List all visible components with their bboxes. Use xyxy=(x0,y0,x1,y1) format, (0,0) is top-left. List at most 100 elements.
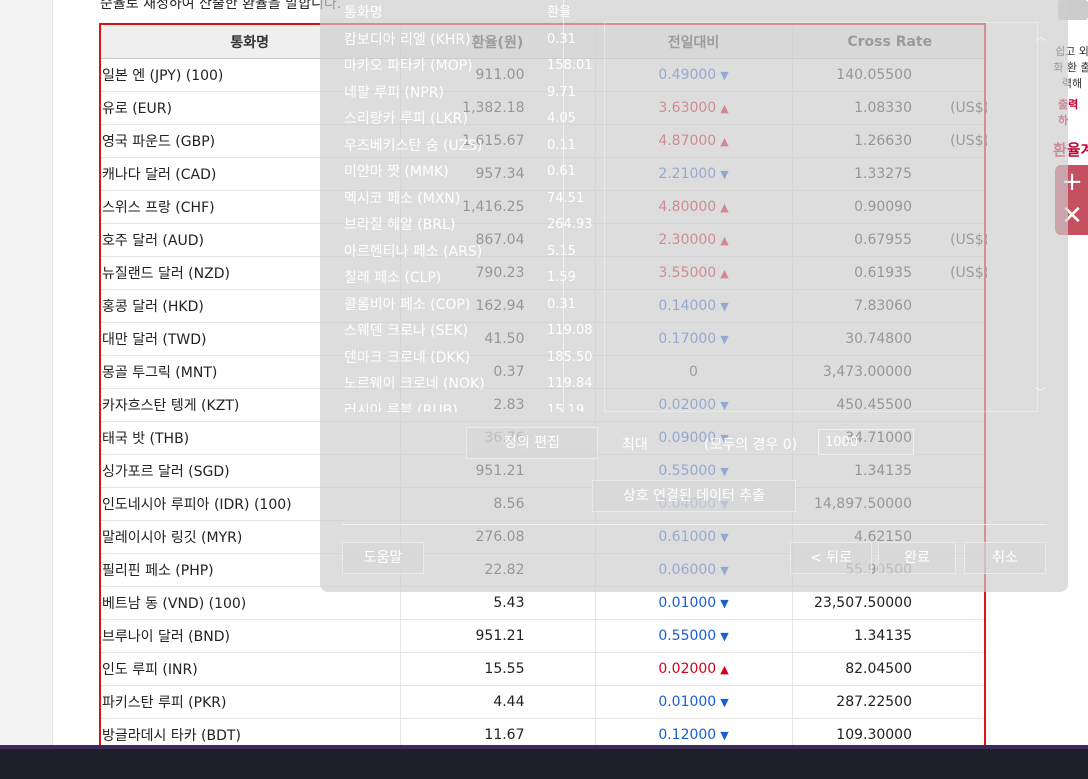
rate-change: 0.02000 ▲ xyxy=(594,652,792,686)
intro-text: 순율로 재정하여 산출한 환율을 말합니다. xyxy=(100,0,342,12)
help-button[interactable]: 도움말 xyxy=(342,542,424,574)
cross-rate: 82.04500 xyxy=(791,652,987,686)
down-arrow-icon: ▼ xyxy=(720,729,729,742)
dialog-item-value: 0.31 xyxy=(547,296,576,312)
dialog-item-value: 74.51 xyxy=(547,190,585,206)
exchange-rate: 5.43 xyxy=(399,586,595,620)
dialog-list-item[interactable]: 스리랑카 루피 (LKR) 4.05 xyxy=(342,106,612,133)
dialog-list-item[interactable]: 캄보디아 리엘 (KHR) 0.31 xyxy=(342,27,612,54)
dialog-item-value: 264.93 xyxy=(547,217,593,232)
finish-button[interactable]: 완료 xyxy=(878,542,956,574)
dialog-list-item[interactable]: 아르헨티나 페소 (ARS) 5.15 xyxy=(342,239,612,266)
max-hint: (모두의 경우 0) xyxy=(704,437,798,453)
dialog-list-divider xyxy=(563,0,564,412)
dialog-item-value: 9.71 xyxy=(547,84,576,100)
cross-rate: 1.34135 xyxy=(791,619,987,653)
change-value: 0.02000 xyxy=(658,661,717,677)
taskbar-accent xyxy=(0,745,1088,749)
dialog-list-item[interactable]: 노르웨이 크로네 (NOK) 119.84 xyxy=(342,371,612,398)
dialog-item-value: 158.01 xyxy=(547,58,593,73)
dialog-item-value: 119.08 xyxy=(547,323,593,338)
dialog-list-header: 통화명 환율 xyxy=(342,0,612,27)
dialog-list-item[interactable]: 우즈베키스탄 숨 (UZS) 0.11 xyxy=(342,133,612,160)
dialog-list-item[interactable]: 브라질 헤알 (BRL) 264.93 xyxy=(342,212,612,239)
exchange-rate: 951.21 xyxy=(399,619,595,653)
dialog-item-value: 0.31 xyxy=(547,31,576,47)
dialog-item-name: 브라질 헤알 (BRL) xyxy=(344,217,456,233)
change-value: 0.12000 xyxy=(658,727,717,743)
dialog-item-value: 1.59 xyxy=(547,270,576,285)
table-row: 인도 루피 (INR) 15.55 0.02000 ▲ 82.04500 xyxy=(100,652,987,686)
max-value-input[interactable]: 1000 xyxy=(818,429,914,455)
cross-rate: 287.22500 xyxy=(791,685,987,719)
up-arrow-icon: ▲ xyxy=(720,663,729,676)
dialog-list-item[interactable]: 네팔 루피 (NPR) 9.71 xyxy=(342,80,612,107)
cancel-button[interactable]: 취소 xyxy=(964,542,1046,574)
dialog-list-item[interactable]: 스웨덴 크로나 (SEK) 119.08 xyxy=(342,318,612,345)
dialog-list-item[interactable]: 미얀마 짯 (MMK) 0.61 xyxy=(342,159,612,186)
cross-rate-value: 82.04500 xyxy=(845,661,912,677)
dialog-item-name: 스웨덴 크로나 (SEK) xyxy=(344,323,469,339)
cross-rate: 23,507.50000 xyxy=(791,586,987,620)
cross-rate-value: 109.30000 xyxy=(836,727,912,743)
dialog-item-name: 콜롬비아 페소 (COP) xyxy=(344,296,471,313)
dialog-item-value: 4.05 xyxy=(547,111,576,126)
extract-dialog: 통화명 환율 캄보디아 리엘 (KHR) 0.31 마카오 파타카 (MOP) 158… xyxy=(320,0,1068,592)
change-value: 0.55000 xyxy=(658,628,717,644)
dialog-item-name: 네팔 루피 (NPR) xyxy=(344,84,444,101)
currency-name: 인도 루피 (INR) xyxy=(100,652,400,686)
dialog-item-name: 캄보디아 리엘 (KHR) xyxy=(344,31,471,48)
dialog-item-value: 5.15 xyxy=(547,243,576,259)
change-value: 0.01000 xyxy=(658,694,717,710)
dialog-list-item[interactable]: 마카오 파타카 (MOP) 158.01 xyxy=(342,53,612,80)
table-row: 브루나이 달러 (BND) 951.21 0.55000 ▼ 1.34135 xyxy=(100,619,987,653)
dialog-list-item[interactable]: 콜롬비아 페소 (COP) 0.31 xyxy=(342,292,612,319)
left-gutter xyxy=(0,0,53,745)
dialog-item-value: 0.11 xyxy=(547,137,576,153)
table-row: 베트남 동 (VND) (100) 5.43 0.01000 ▼ 23,507.5000… xyxy=(100,586,987,620)
dialog-divider xyxy=(342,524,1047,525)
rate-change: 0.01000 ▼ xyxy=(594,685,792,719)
taskbar xyxy=(0,745,1088,779)
currency-name: 파키스탄 루피 (PKR) xyxy=(100,685,400,719)
dialog-list-item[interactable]: 멕시코 페소 (MXN) 74.51 xyxy=(342,186,612,213)
dialog-header-rate: 환율 xyxy=(547,5,571,20)
currency-name: 베트남 동 (VND) (100) xyxy=(100,586,400,620)
edit-definition-button[interactable]: 정의 편집 xyxy=(466,427,598,459)
exchange-rate: 15.55 xyxy=(399,652,595,686)
dialog-item-name: 러시아 루블 (RUB) xyxy=(344,402,458,413)
change-value: 0.01000 xyxy=(658,595,717,611)
extract-data-button[interactable]: 상호 연결된 데이터 추출 xyxy=(592,480,796,512)
dialog-item-name: 칠레 페소 (CLP) xyxy=(344,270,442,286)
rate-change: 0.55000▼ xyxy=(594,619,792,653)
dialog-item-name: 멕시코 페소 (MXN) xyxy=(344,190,461,207)
dialog-item-name: 노르웨이 크로네 (NOK) xyxy=(344,376,485,392)
cross-rate-value: 1.34135 xyxy=(854,628,912,644)
dialog-list-item[interactable]: 덴마크 크로네 (DKK) 185.50 xyxy=(342,345,612,372)
dialog-item-name: 덴마크 크로네 (DKK) xyxy=(344,349,471,366)
dialog-right-panel xyxy=(604,22,1038,412)
cross-rate-value: 23,507.50000 xyxy=(814,595,912,611)
currency-name: 브루나이 달러 (BND) xyxy=(100,619,400,653)
dialog-list-item[interactable]: 칠레 페소 (CLP) 1.59 xyxy=(342,265,612,292)
dialog-list-item[interactable]: 러시아 루블 (RUB) 15.19 xyxy=(342,398,612,413)
rate-change: 0.01000 ▼ xyxy=(594,586,792,620)
dialog-currency-list[interactable]: 통화명 환율 캄보디아 리엘 (KHR) 0.31 마카오 파타카 (MOP) 158… xyxy=(342,0,612,412)
dialog-item-value: 15.19 xyxy=(547,402,585,413)
dialog-item-value: 119.84 xyxy=(547,376,593,391)
down-arrow-icon: ▼ xyxy=(720,630,729,643)
dialog-scrollbar[interactable]: ︿ ﹀ xyxy=(1035,28,1049,410)
dialog-item-name: 우즈베키스탄 숨 (UZS) xyxy=(344,137,483,154)
exchange-rate: 4.44 xyxy=(399,685,595,719)
max-label: 최대 xyxy=(622,437,648,453)
down-arrow-icon: ▼ xyxy=(720,597,729,610)
dialog-item-name: 아르헨티나 페소 (ARS) xyxy=(344,243,483,260)
dialog-item-value: 0.61 xyxy=(547,164,576,179)
table-row: 파키스탄 루피 (PKR) 4.44 0.01000 ▼ 287.22500 xyxy=(100,685,987,719)
cross-rate-value: 287.22500 xyxy=(836,694,912,710)
dialog-header-name: 통화명 xyxy=(344,5,383,21)
scroll-down-icon[interactable]: ﹀ xyxy=(1035,386,1046,399)
scroll-up-icon[interactable]: ︿ xyxy=(1035,30,1046,43)
back-button[interactable]: < 뒤로 xyxy=(790,542,872,574)
dialog-item-name: 마카오 파타카 (MOP) xyxy=(344,58,473,74)
